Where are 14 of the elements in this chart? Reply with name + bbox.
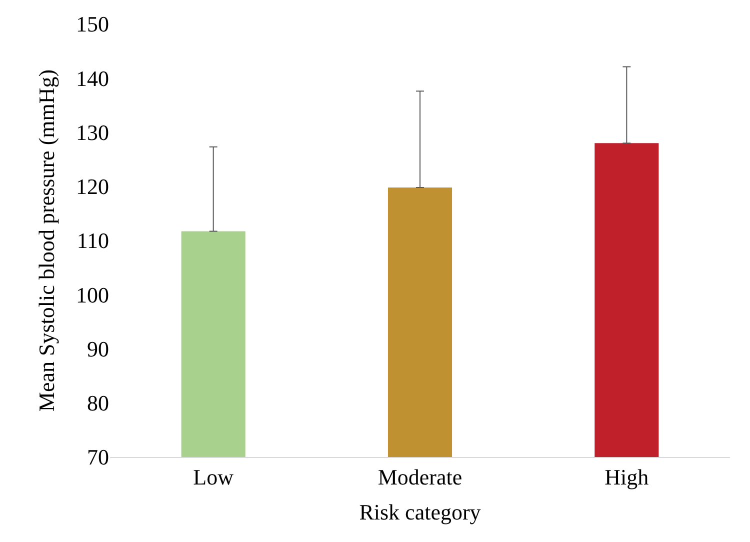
y-tick-label: 110: [76, 228, 109, 254]
y-tick-label: 100: [76, 282, 109, 308]
y-tick-label: 90: [87, 336, 109, 362]
y-axis-title: Mean Systolic blood pressure (mmHg): [34, 69, 59, 412]
y-tick-label: 130: [76, 120, 109, 145]
y-tick-label: 150: [76, 12, 109, 37]
x-tick-label: Low: [193, 464, 234, 490]
x-axis-title: Risk category: [359, 499, 481, 524]
y-tick-label: 120: [76, 174, 109, 200]
y-tick-label: 70: [87, 444, 109, 470]
y-tick-label: 80: [87, 390, 109, 416]
y-tick-label: 140: [76, 66, 109, 91]
x-tick-label: High: [604, 464, 649, 490]
x-tick-label: Moderate: [378, 464, 462, 490]
